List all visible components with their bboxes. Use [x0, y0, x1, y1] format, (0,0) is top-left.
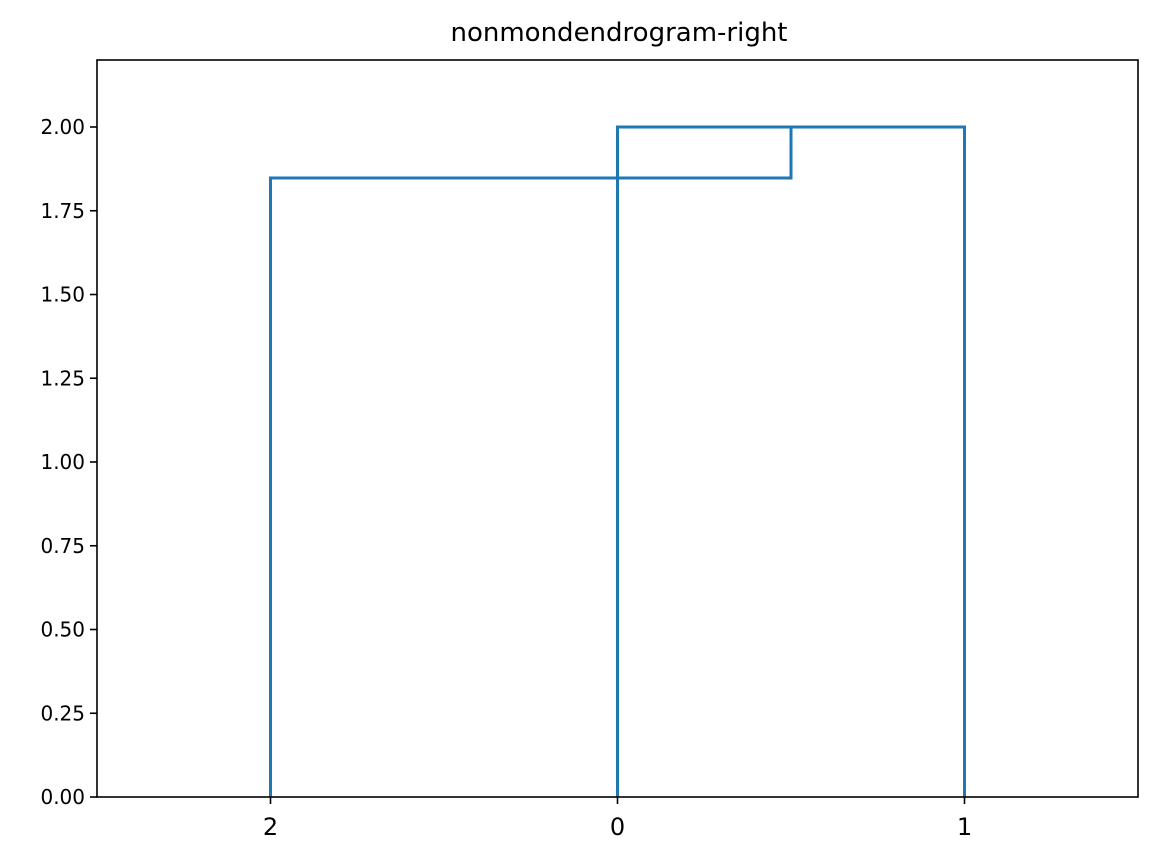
y-tick-label: 1.00	[40, 450, 85, 474]
plot-frame	[96, 59, 1139, 798]
y-tick-label: 0.75	[40, 534, 85, 558]
y-tick-label: 0.00	[40, 785, 85, 809]
x-tick-label: 2	[263, 813, 278, 841]
y-axis: 0.00 0.25 0.50 0.75 1.00 1.25 1.50 1.75 2.00	[40, 115, 97, 809]
y-tick-label: 1.50	[40, 283, 85, 307]
dendrogram-links	[269, 125, 966, 797]
y-tick-label: 2.00	[40, 115, 85, 139]
y-tick-label: 1.25	[40, 366, 85, 390]
x-tick-label: 0	[610, 813, 625, 841]
x-axis: 2 0 1	[263, 797, 972, 841]
x-tick-label: 1	[957, 813, 972, 841]
y-tick-label: 0.25	[40, 701, 85, 725]
y-tick-label: 1.75	[40, 199, 85, 223]
chart-title: nonmondendrogram-right	[450, 18, 787, 48]
dendrogram-link-2	[269, 127, 793, 797]
y-tick-label: 0.50	[40, 618, 85, 642]
